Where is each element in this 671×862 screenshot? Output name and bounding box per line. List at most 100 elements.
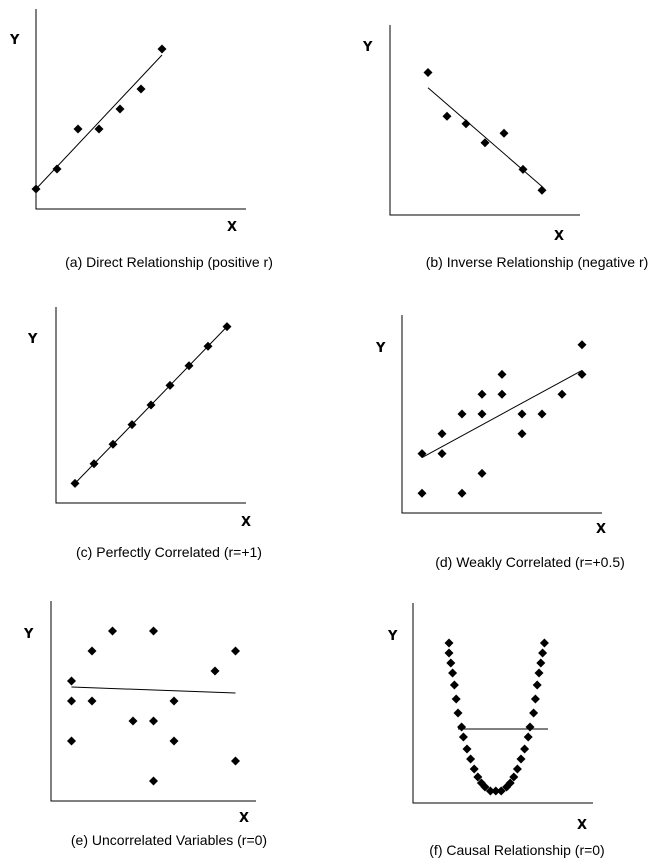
data-point: [457, 409, 467, 419]
data-point: [108, 439, 118, 449]
data-point: [523, 732, 533, 742]
data-point: [127, 420, 137, 430]
data-point: [505, 778, 515, 788]
data-point: [517, 429, 527, 439]
data-point: [67, 736, 76, 746]
panel-0: Y X (a) Direct Relationship (positive r): [9, 9, 273, 270]
data-point: [128, 716, 138, 726]
data-point: [89, 459, 99, 469]
trend-line: [71, 686, 236, 694]
data-point: [469, 764, 479, 774]
data-point: [31, 184, 41, 194]
x-axis-label: X: [596, 522, 606, 537]
data-point: [449, 680, 459, 690]
x-axis-label: X: [241, 515, 251, 530]
y-axis-label: Y: [387, 629, 398, 644]
panel-caption: (f) Causal Relationship (r=0): [429, 842, 604, 858]
data-point: [94, 124, 104, 134]
data-point: [458, 732, 468, 742]
data-point: [525, 722, 535, 732]
axes: [412, 603, 593, 804]
data-point: [497, 369, 507, 379]
data-point: [457, 722, 467, 732]
data-point: [537, 185, 547, 195]
data-point: [423, 68, 433, 77]
y-axis-label: Y: [23, 627, 34, 642]
data-point: [577, 340, 587, 350]
data-point: [169, 736, 179, 746]
data-point: [517, 409, 527, 419]
data-point: [417, 488, 427, 498]
panel-caption: (b) Inverse Relationship (negative r): [426, 254, 649, 270]
data-point: [437, 449, 447, 459]
panel-caption: (e) Uncorrelated Variables (r=0): [71, 832, 267, 848]
data-point: [67, 696, 76, 706]
data-point: [461, 119, 471, 129]
data-point: [149, 716, 158, 726]
data-point: [518, 164, 528, 174]
data-point: [509, 772, 519, 782]
data-point: [446, 658, 456, 668]
data-point: [480, 782, 490, 792]
data-point: [466, 754, 476, 764]
data-point: [417, 449, 427, 459]
data-point: [448, 668, 458, 678]
data-point: [87, 696, 97, 706]
panel-1: Y X (b) Inverse Relationship (negative r): [362, 25, 648, 270]
data-point: [453, 708, 463, 718]
data-point: [496, 786, 506, 796]
data-point: [516, 754, 526, 764]
data-point: [577, 369, 587, 379]
data-point: [539, 638, 549, 648]
data-point: [184, 361, 194, 371]
data-point: [437, 429, 447, 439]
data-point: [222, 322, 232, 332]
data-point: [444, 648, 454, 658]
x-axis-label: X: [239, 811, 249, 826]
data-point: [457, 488, 467, 498]
data-point: [149, 626, 158, 636]
axes: [401, 315, 602, 514]
data-point: [462, 744, 472, 754]
data-point: [146, 400, 156, 410]
data-point: [149, 776, 158, 786]
axes: [35, 9, 246, 210]
x-axis-label: X: [227, 220, 237, 235]
y-axis-label: Y: [375, 341, 386, 356]
axes: [50, 601, 256, 802]
data-point: [520, 744, 530, 754]
panel-5: Y X (f) Causal Relationship (r=0): [387, 603, 605, 858]
trend-line: [421, 370, 583, 458]
data-point: [530, 694, 540, 704]
data-point: [557, 389, 567, 399]
data-point: [136, 84, 146, 94]
data-point: [480, 138, 490, 148]
data-point: [444, 638, 454, 648]
data-point: [108, 626, 117, 636]
data-point: [485, 786, 495, 796]
data-point: [536, 658, 546, 668]
data-point: [165, 380, 175, 390]
data-point: [52, 164, 62, 174]
data-point: [115, 104, 125, 114]
data-point: [87, 646, 97, 656]
data-point: [169, 696, 179, 706]
panel-4: Y X (e) Uncorrelated Variables (r=0): [23, 601, 267, 848]
data-point: [73, 124, 83, 134]
data-point: [67, 676, 76, 686]
panel-caption: (a) Direct Relationship (positive r): [65, 254, 273, 270]
data-point: [534, 668, 544, 678]
data-point: [477, 468, 487, 478]
data-point: [491, 786, 501, 796]
panel-caption: (d) Weakly Correlated (r=+0.5): [435, 554, 625, 570]
data-point: [210, 666, 220, 676]
data-point: [477, 389, 487, 399]
panel-caption: (c) Perfectly Correlated (r=+1): [76, 544, 262, 560]
panel-3: Y X (d) Weakly Correlated (r=+0.5): [375, 315, 625, 570]
data-point: [477, 409, 487, 419]
data-point: [231, 756, 240, 766]
data-point: [473, 772, 483, 782]
data-point: [499, 128, 509, 138]
data-point: [442, 111, 452, 121]
